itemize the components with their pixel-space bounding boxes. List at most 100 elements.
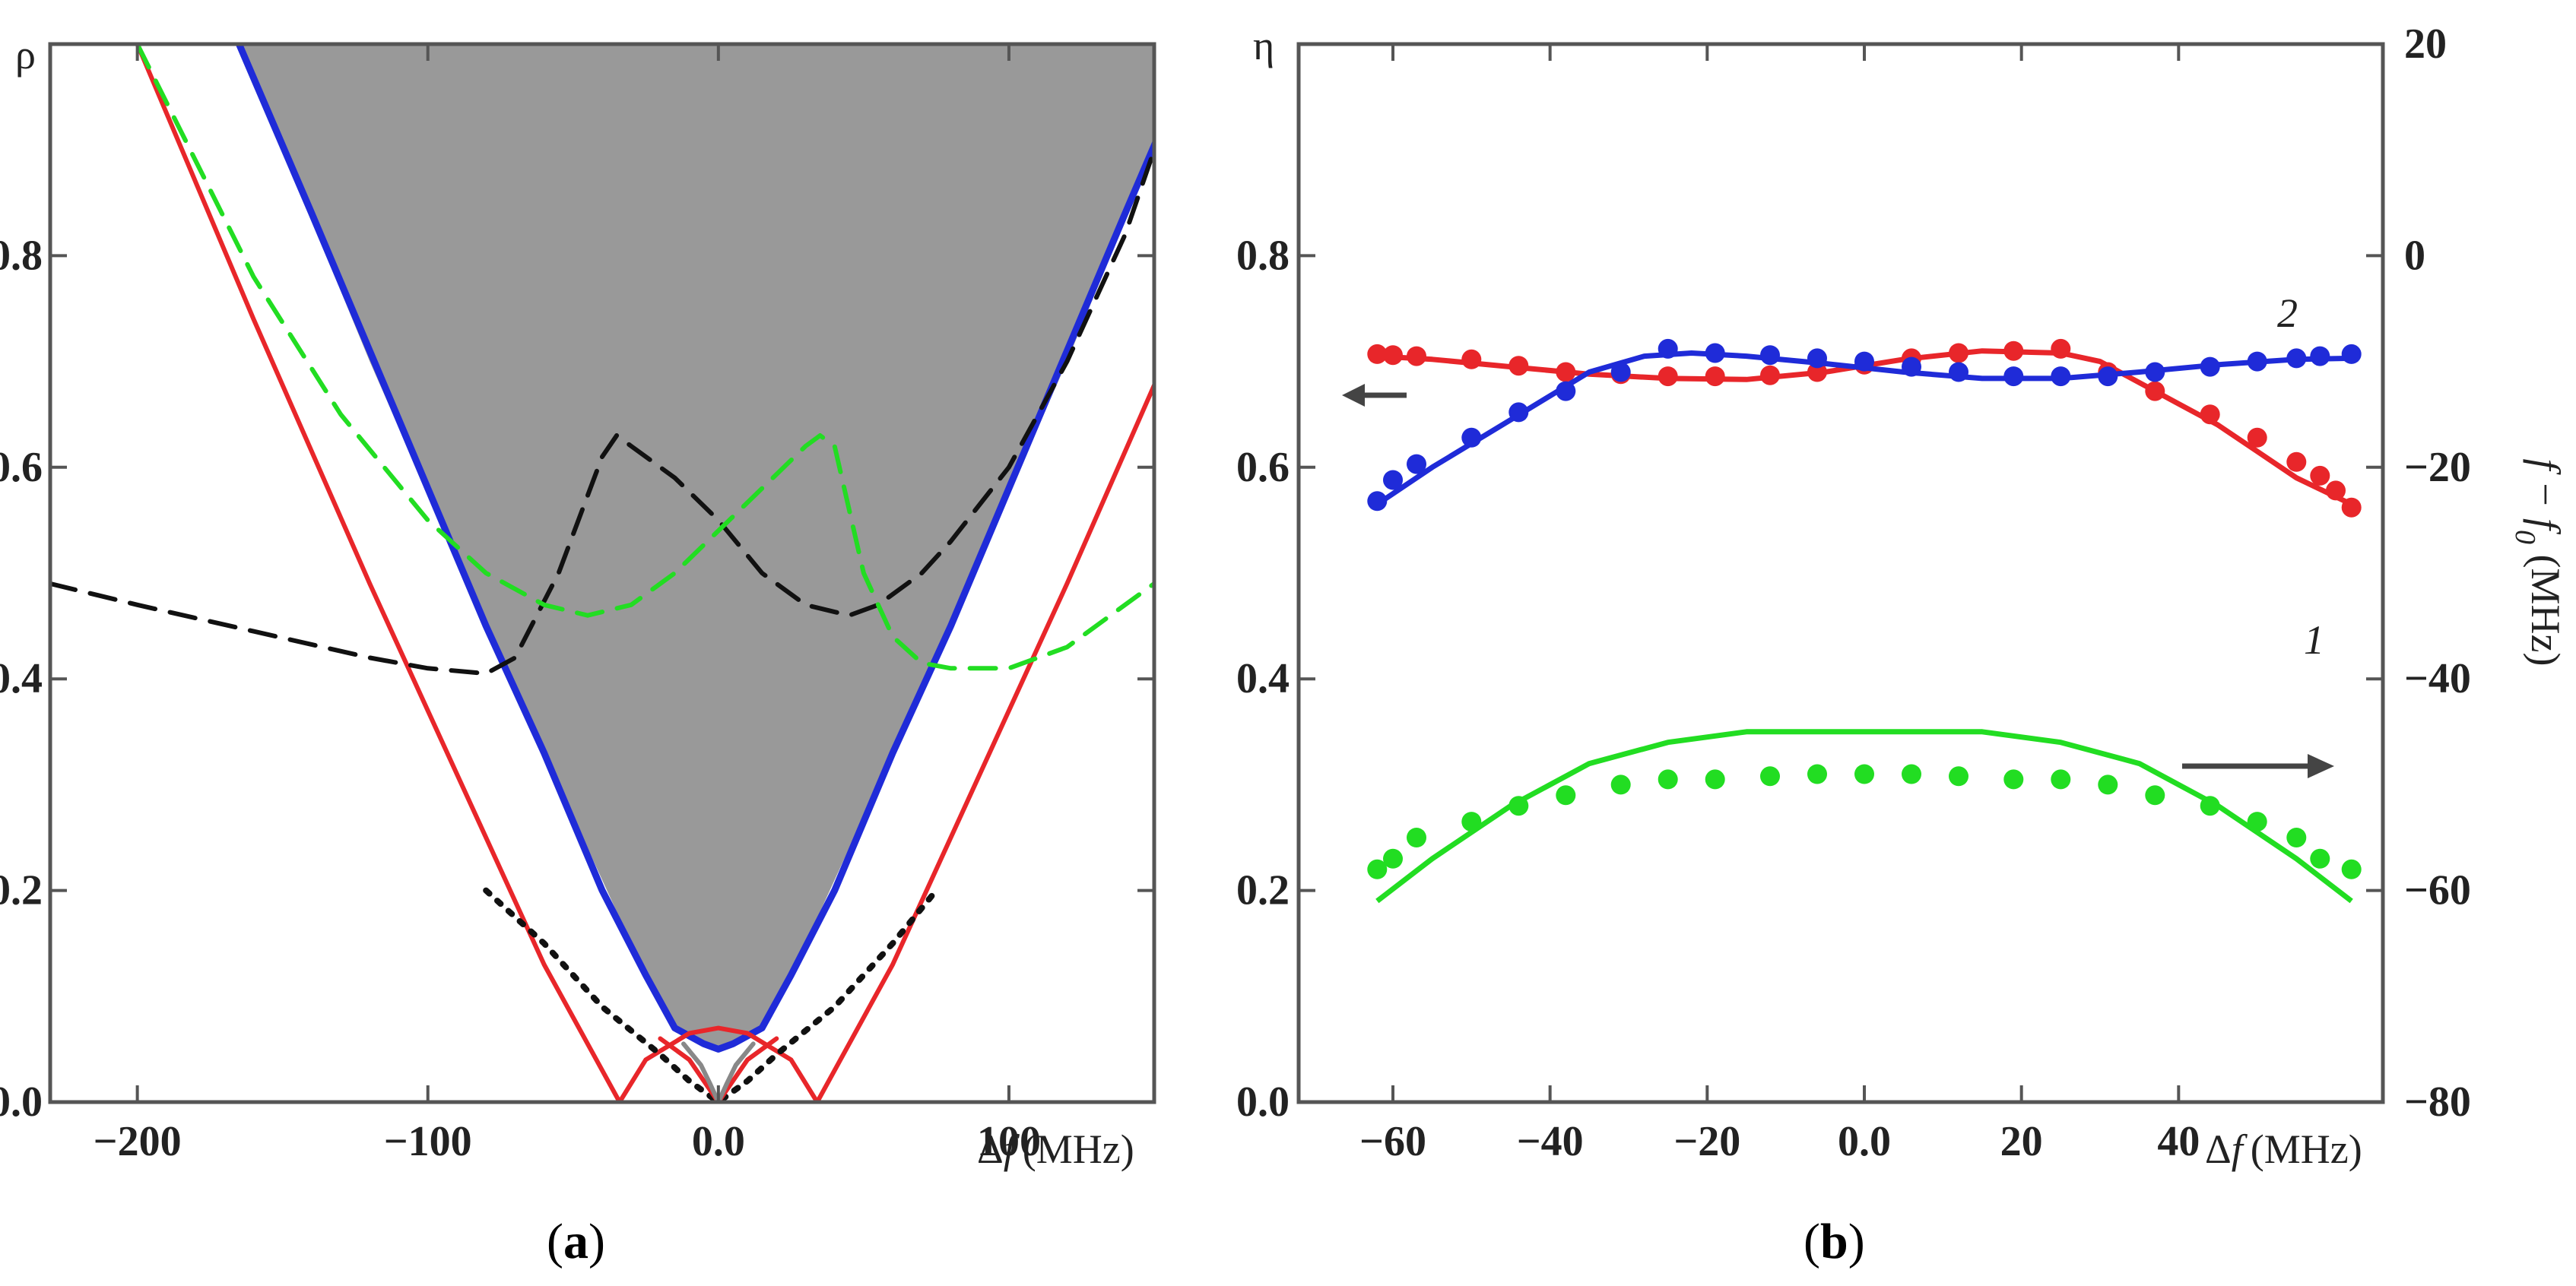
y-tick-label: 0.8	[1236, 232, 1290, 279]
panel-b-point	[2286, 828, 2307, 847]
panel-b-plot: −60 −40 −20 0.0 20 400.00.20.40.60.8−80−60−40…	[1236, 21, 2568, 1269]
panel-a-series-black-dashed	[50, 147, 1154, 676]
panel-b-point	[2145, 381, 2165, 401]
y-tick-label: 0.2	[0, 867, 43, 914]
panel-a-xlabel: Δf (MHz)	[977, 1126, 1134, 1172]
x-tick-label: 0.0	[692, 1118, 745, 1165]
panel-b-point	[1854, 764, 1874, 784]
x-tick-label: 20	[2000, 1118, 2043, 1165]
y2-tick-label: −20	[2404, 444, 2471, 491]
panel-b-series-group	[1367, 338, 2362, 904]
panel-b-frame	[1296, 42, 2385, 1104]
panel-b-point	[1854, 351, 1874, 372]
panel-b-point	[2003, 769, 2024, 790]
shaded-region	[239, 44, 1154, 1050]
y-tick-label: 0.0	[0, 1079, 43, 1126]
panel-b-point	[1461, 349, 1482, 369]
panel-a-series-red-inner-arc	[658, 1036, 779, 1102]
series-2-label: 2	[2277, 290, 2298, 336]
panel-b-y2label: f − f0 (MHz)	[2509, 459, 2568, 667]
panel-b-point	[2247, 812, 2267, 832]
y-tick-label: 0.2	[1236, 867, 1290, 914]
y-tick-label: 0.0	[1236, 1079, 1290, 1126]
panel-b-point	[2200, 356, 2220, 377]
panel-b-point	[2051, 769, 2071, 790]
y-tick-label: 0.4	[0, 655, 43, 702]
panel-b-xlabel: Δf (MHz)	[2205, 1126, 2362, 1172]
panel-b-ylabel: η	[1253, 23, 1274, 68]
panel-b-point	[2200, 404, 2220, 425]
x-tick-label: −40	[1517, 1118, 1584, 1165]
panel-a-series-blue-boundary	[235, 44, 1154, 1053]
panel-b-point	[2341, 344, 2362, 364]
panel-b-point	[2341, 859, 2362, 879]
y-tick-label: 0.4	[1236, 655, 1290, 702]
y-tick-label: 0.6	[1236, 444, 1290, 491]
panel-b-point	[1705, 343, 1725, 363]
panel-b-point	[1949, 766, 1968, 787]
panel-b-point	[2341, 497, 2362, 518]
panel-b-line-frequency-shift	[1375, 729, 2353, 904]
panel-b-point	[1508, 356, 1529, 376]
panel-b-point	[2310, 848, 2330, 869]
panel-b-point	[1760, 365, 1780, 385]
panel-b-point	[2051, 338, 2071, 359]
panel-b-point	[2247, 427, 2267, 448]
series-1-label: 1	[2304, 617, 2324, 663]
panel-b-point	[2200, 796, 2220, 816]
x-tick-label: 100	[977, 1118, 1041, 1165]
panel-b-point	[1610, 774, 1631, 795]
panel-b-point	[1658, 366, 1678, 387]
panel-b-point	[1705, 769, 1725, 790]
panel-b-point	[1367, 859, 1388, 879]
panel-b-point	[2003, 341, 2024, 361]
panel-a-series-green-dashed	[135, 44, 1154, 671]
panel-b-caption: (b)	[1804, 1214, 1865, 1269]
panel-b-point	[1407, 828, 1426, 847]
panel-a-series-group	[50, 44, 1154, 1102]
panel-b-point	[2247, 351, 2267, 372]
panel-b-point	[2326, 480, 2346, 501]
right-arrow-icon	[2182, 754, 2334, 778]
panel-b-line-2	[1375, 350, 2352, 507]
panel-b-point	[1556, 362, 1576, 382]
panel-b-point	[1383, 848, 1403, 869]
panel-b-point	[1461, 427, 1482, 448]
panel-b-point	[1508, 796, 1529, 816]
panel-b-point	[1949, 343, 1968, 363]
panel-b-point	[2098, 366, 2118, 387]
panel-b-point	[1407, 454, 1426, 474]
y2-tick-label: 20	[2404, 21, 2447, 68]
panel-b-point	[2310, 346, 2330, 366]
panel-b-point	[1367, 344, 1388, 364]
panel-a-series-black-dotted	[483, 887, 940, 1102]
panel-b-point	[1807, 764, 1827, 784]
panel-b-point	[1705, 366, 1725, 387]
y2-tick-label: 0	[2404, 232, 2425, 279]
panel-b-point	[1807, 362, 1827, 382]
panel-b-point	[1556, 381, 1576, 401]
panel-b-point	[1949, 362, 1968, 382]
left-arrow-icon	[1342, 384, 1407, 407]
y2-tick-label: −80	[2404, 1079, 2471, 1126]
panel-b-ticks: −60 −40 −20 0.0 20 400.00.20.40.60.8−80−60−40…	[1236, 21, 2471, 1165]
panel-b-point	[1556, 785, 1576, 806]
panel-a-series-grey-inner-arc	[681, 1041, 756, 1102]
panel-b-point	[2003, 366, 2024, 387]
panel-b-point	[1383, 345, 1403, 366]
panel-b-point	[2286, 451, 2307, 472]
panel-b-point	[2098, 774, 2118, 795]
panel-b-point	[1508, 402, 1529, 423]
y2-tick-label: −60	[2404, 867, 2471, 914]
panel-a-caption: (a)	[547, 1214, 605, 1269]
x-tick-label: −100	[384, 1118, 472, 1165]
y-tick-label: 0.8	[0, 232, 43, 279]
panel-a-series-red-outer-boundary	[135, 44, 1154, 1102]
panel-b-point	[1367, 491, 1388, 512]
panel-b-point	[1383, 470, 1403, 490]
panel-a-ticks: −200 −100 0.0 100 0.0 0.2 0.4 0.6 0.8	[0, 44, 1154, 1165]
y-tick-label: 0.6	[0, 444, 43, 491]
panel-b-point	[2051, 366, 2071, 387]
